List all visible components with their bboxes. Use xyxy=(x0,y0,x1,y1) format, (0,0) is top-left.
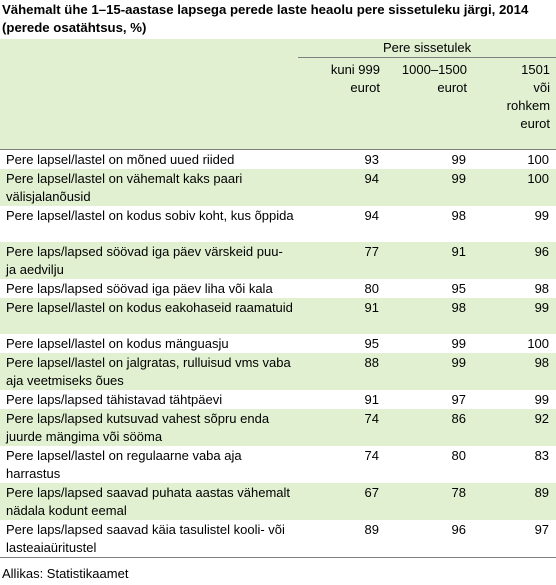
cell-value: 99 xyxy=(451,355,466,370)
income-group-header: Pere sissetulek xyxy=(298,39,556,58)
cell-value: 100 xyxy=(527,336,550,351)
cell-value: 67 xyxy=(364,485,379,500)
data-table: Pere sissetulek kuni 999 eurot 1000–1500… xyxy=(0,39,556,558)
cell-value: 93 xyxy=(364,152,379,167)
row-label: Pere lapsel/lastel on mõned uued riided xyxy=(6,152,235,167)
cell-value: 99 xyxy=(534,208,550,223)
cell-value: 80 xyxy=(451,448,466,463)
cell-value: 98 xyxy=(534,355,550,370)
cell-value: 99 xyxy=(534,392,550,407)
cell-value: 95 xyxy=(364,336,379,351)
cell-value: 94 xyxy=(364,171,379,186)
table-title: Vähemalt ühe 1–15-aastase lapsega perede… xyxy=(2,2,529,35)
cell-value: 96 xyxy=(534,244,550,259)
row-label: Pere laps/lapsed kutsuvad vahest sõpru e… xyxy=(6,411,270,444)
column-header: 1000–1500 eurot xyxy=(386,57,473,150)
cell-value: 86 xyxy=(451,411,466,426)
table-row: Pere laps/lapsed kutsuvad vahest sõpru e… xyxy=(0,409,556,446)
cell-value: 91 xyxy=(364,300,379,315)
row-label: Pere lapsel/lastel on vähemalt kaks paar… xyxy=(6,171,243,204)
cell-value: 89 xyxy=(534,485,550,500)
row-label: Pere laps/lapsed saavad käia tasulistel … xyxy=(0,520,298,558)
cell-value: 77 xyxy=(364,244,379,259)
table-row: Pere lapsel/lastel on kodus eakohaseid r… xyxy=(0,298,556,334)
row-label: Pere lapsel/lastel on regulaarne vaba aj… xyxy=(6,448,242,481)
table-row: Pere lapsel/lastel on vähemalt kaks paar… xyxy=(0,169,556,206)
row-label: Pere lapsel/lastel on jalgratas, rulluis… xyxy=(6,355,291,388)
header-corner xyxy=(0,39,298,58)
cell-value: 74 xyxy=(364,411,379,426)
cell-value: 91 xyxy=(364,392,379,407)
row-label: Pere laps/lapsed tähistavad tähtpäevi xyxy=(6,392,223,407)
table-row: Pere lapsel/lastel on mõned uued riided … xyxy=(0,150,556,170)
table-row: Pere lapsel/lastel on kodus sobiv koht, … xyxy=(0,206,556,242)
row-label: Pere lapsel/lastel on kodus sobiv koht, … xyxy=(6,208,294,223)
cell-value: 96 xyxy=(386,520,473,558)
cell-value: 100 xyxy=(527,152,550,167)
table-row: Pere lapsel/lastel on kodus mänguasju 95… xyxy=(0,334,556,353)
cell-value: 99 xyxy=(451,336,466,351)
cell-value: 95 xyxy=(451,281,466,296)
cell-value: 99 xyxy=(451,152,466,167)
table-row: Pere laps/lapsed tähistavad tähtpäevi 91… xyxy=(0,390,556,409)
cell-value: 97 xyxy=(473,520,556,558)
cell-value: 98 xyxy=(534,281,550,296)
table-row: Pere laps/lapsed saavad puhata aastas vä… xyxy=(0,483,556,520)
cell-value: 83 xyxy=(534,448,550,463)
table-row: Pere lapsel/lastel on regulaarne vaba aj… xyxy=(0,446,556,483)
cell-value: 89 xyxy=(298,520,386,558)
header-corner-lower xyxy=(0,57,298,150)
row-label: Pere lapsel/lastel on kodus mänguasju xyxy=(6,336,229,351)
table-row: Pere laps/lapsed söövad iga päev värskei… xyxy=(0,242,556,279)
column-header: kuni 999 eurot xyxy=(298,57,386,150)
cell-value: 80 xyxy=(364,281,379,296)
table-row: Pere laps/lapsed söövad iga päev liha võ… xyxy=(0,279,556,298)
table-row: Pere lapsel/lastel on jalgratas, rulluis… xyxy=(0,353,556,390)
cell-value: 97 xyxy=(451,392,466,407)
row-label: Pere lapsel/lastel on kodus eakohaseid r… xyxy=(6,300,293,315)
cell-value: 100 xyxy=(527,171,550,186)
cell-value: 99 xyxy=(534,300,550,315)
cell-value: 91 xyxy=(451,244,466,259)
cell-value: 92 xyxy=(534,411,550,426)
row-label: Pere laps/lapsed saavad puhata aastas vä… xyxy=(6,485,291,518)
source-note: Allikas: Statistikaamet xyxy=(2,566,129,581)
cell-value: 78 xyxy=(451,485,466,500)
column-header: 1501 või rohkem eurot xyxy=(473,57,556,150)
cell-value: 94 xyxy=(364,208,379,223)
row-label: Pere laps/lapsed söövad iga päev liha võ… xyxy=(6,281,273,296)
cell-value: 98 xyxy=(451,208,466,223)
table-row: Pere laps/lapsed saavad käia tasulistel … xyxy=(0,520,556,558)
row-label: Pere laps/lapsed söövad iga päev värskei… xyxy=(6,244,283,277)
cell-value: 74 xyxy=(364,448,379,463)
cell-value: 98 xyxy=(451,300,466,315)
cell-value: 88 xyxy=(364,355,379,370)
cell-value: 99 xyxy=(451,171,466,186)
